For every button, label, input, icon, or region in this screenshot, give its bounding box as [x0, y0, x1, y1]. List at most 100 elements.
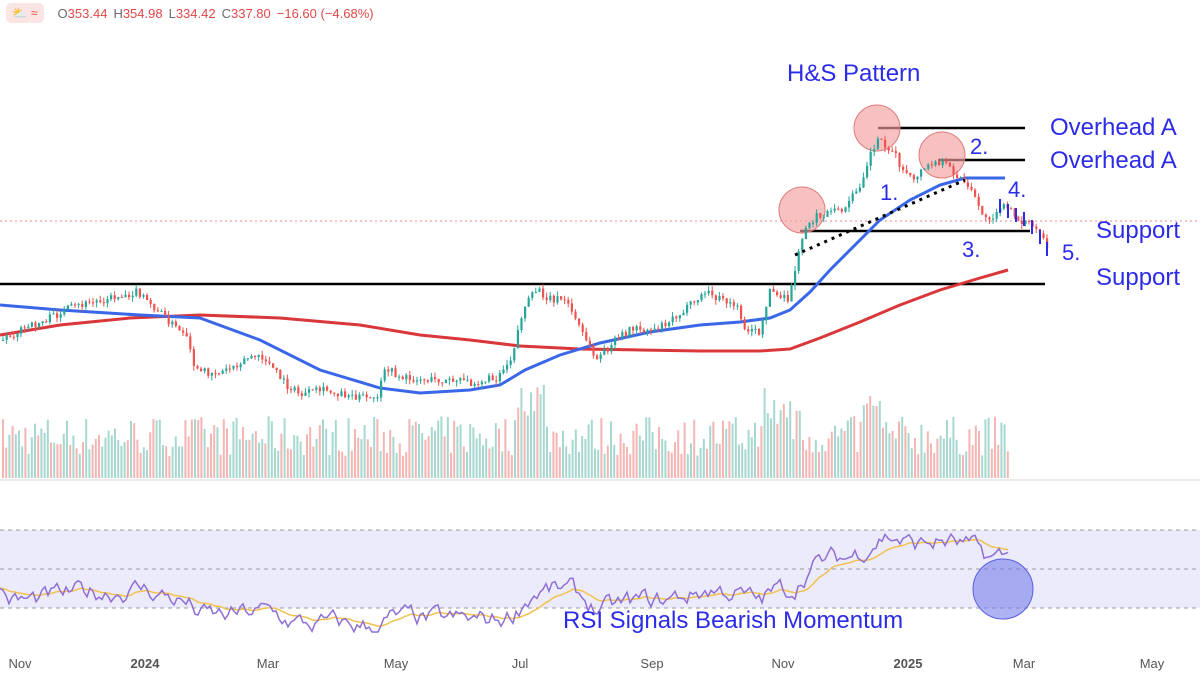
candle-body	[549, 295, 552, 301]
volume-bar	[347, 418, 350, 478]
candle-body	[912, 175, 915, 180]
candle-body	[779, 295, 782, 298]
candle-body	[2, 339, 5, 341]
candle-body	[160, 310, 163, 312]
candle-body	[1020, 220, 1023, 225]
volume-bar	[290, 449, 292, 478]
pattern-highlight-circle	[853, 104, 901, 152]
candle-body	[1042, 233, 1045, 239]
support-label-1: Support	[1096, 217, 1180, 244]
candle-body	[988, 217, 991, 220]
indicator-pill[interactable]: ⛅ ≈	[6, 3, 44, 23]
volume-bar	[910, 448, 913, 478]
volume-bar	[1000, 422, 1003, 478]
volume-bar	[926, 431, 929, 478]
candle-body	[30, 322, 33, 327]
volume-bar	[786, 417, 788, 478]
volume-bar	[718, 444, 721, 478]
volume-bar	[987, 417, 990, 478]
volume-bar	[888, 433, 891, 478]
volume-bar	[283, 418, 286, 478]
volume-bar	[203, 428, 206, 478]
candle-body	[837, 208, 840, 210]
candle-body	[27, 326, 30, 328]
candle-body	[117, 297, 120, 300]
candle-body	[786, 295, 789, 302]
volume-bar	[264, 443, 267, 478]
candle-body	[765, 306, 768, 321]
candle-body	[952, 166, 955, 175]
volume-bar	[990, 448, 993, 478]
volume-bar	[920, 424, 923, 478]
candle-body	[498, 373, 501, 382]
volume-bar	[750, 437, 753, 478]
volume-bar	[411, 425, 414, 478]
candle-body	[416, 380, 419, 382]
candle-body	[869, 151, 872, 166]
candle-body	[210, 373, 213, 376]
volume-bar	[88, 449, 91, 478]
volume-bar	[789, 401, 792, 478]
candle-body	[840, 209, 843, 212]
volume-bar	[709, 425, 712, 478]
volume-bar	[603, 453, 606, 478]
candle-body	[196, 366, 199, 369]
volume-bar	[56, 444, 59, 478]
candle-body	[272, 363, 275, 368]
candle-body	[858, 187, 861, 192]
volume-bar	[734, 417, 737, 478]
candle-body	[34, 322, 37, 327]
candle-body	[459, 378, 462, 381]
candle-body	[261, 354, 264, 360]
volume-bar	[219, 454, 222, 478]
candle-body	[462, 378, 465, 380]
volume-bar	[149, 432, 152, 478]
volume-bar	[498, 428, 500, 478]
volume-bar	[488, 448, 491, 478]
volume-bar	[600, 418, 603, 478]
candle-body	[308, 389, 311, 393]
gridlines	[0, 220, 1200, 481]
x-tick-label: Mar	[1013, 656, 1036, 671]
candle-body	[887, 147, 890, 151]
candle-body	[966, 182, 969, 187]
volume-bar	[91, 444, 94, 478]
candle-body	[81, 303, 84, 307]
candle-body	[696, 300, 699, 303]
candle-body	[225, 368, 228, 371]
candle-body	[578, 318, 581, 325]
volume-bar	[338, 450, 340, 478]
x-tick-label: May	[384, 656, 409, 671]
volume-bar	[222, 419, 225, 478]
moving-averages	[0, 176, 1009, 395]
volume-bar	[571, 439, 574, 478]
volume-bar	[85, 419, 88, 478]
candle-body	[444, 380, 447, 384]
volume-bar	[389, 430, 392, 478]
candle-body	[1024, 220, 1027, 225]
volume-bar	[322, 419, 324, 478]
volume-bar	[622, 443, 625, 478]
candle-body	[639, 326, 642, 330]
volume-bar	[334, 420, 337, 478]
volume-bar	[517, 407, 520, 478]
candle-body	[768, 288, 771, 307]
volume-bar	[779, 410, 782, 478]
candle-body	[452, 378, 455, 382]
candle-body	[923, 168, 926, 170]
volume-bar	[850, 417, 852, 478]
volume-bar	[869, 396, 872, 478]
volume-bar	[693, 419, 696, 478]
volume-bar	[434, 430, 436, 478]
candle-body	[41, 321, 44, 324]
volume-bar	[853, 416, 856, 478]
candle-body	[66, 305, 69, 310]
candle-body	[916, 176, 919, 180]
candle-body	[822, 216, 825, 218]
volume-bar	[254, 431, 257, 478]
x-tick-label: Jul	[512, 656, 529, 671]
candle-body	[286, 378, 289, 389]
candle-body	[812, 222, 815, 224]
candle-body	[434, 377, 437, 380]
volume-bar	[50, 442, 52, 478]
